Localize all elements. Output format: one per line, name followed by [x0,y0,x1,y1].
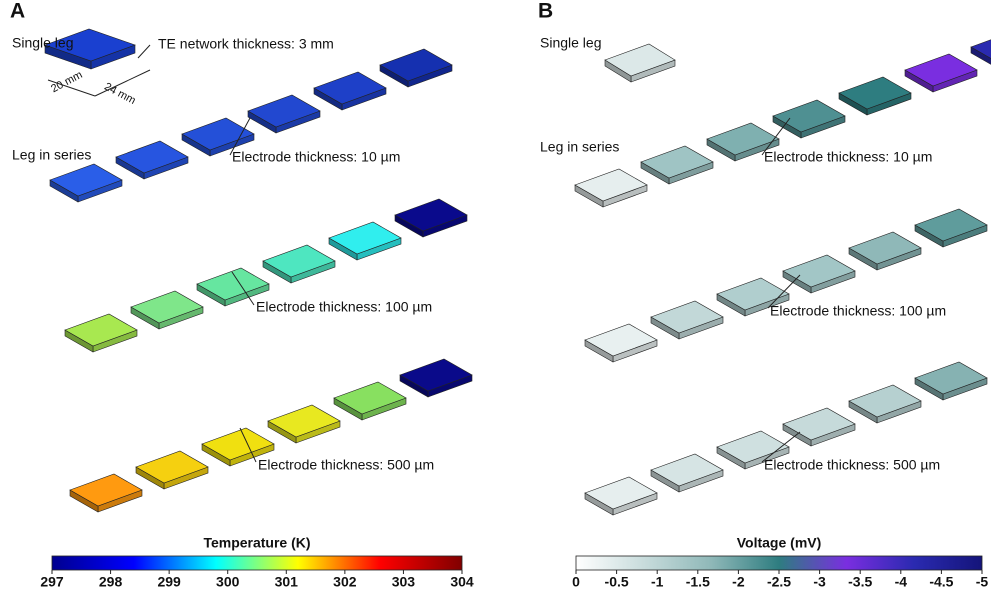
tick-label: 298 [99,574,123,590]
thickness-note: TE network thickness: 3 mm [158,36,334,52]
single-leg-label: Single leg [12,35,74,51]
tick-label: 297 [40,574,64,590]
tick-label: -1 [651,574,664,590]
colorbar-title: Voltage (mV) [737,535,822,551]
electrode-label: Electrode thickness: 500 µm [764,457,940,473]
tick-label: 301 [275,574,299,590]
tick-label: -5 [976,574,989,590]
electrode-label: Electrode thickness: 10 µm [232,149,400,165]
electrode-label: Electrode thickness: 10 µm [764,149,932,165]
colorbar-title: Temperature (K) [203,535,310,551]
single-leg-label: Single leg [540,35,602,51]
tick-label: -3 [813,574,826,590]
electrode-label: Electrode thickness: 100 µm [256,299,432,315]
tick-label: 300 [216,574,240,590]
tick-label: -2 [732,574,745,590]
tick-label: 302 [333,574,357,590]
colorbar [576,556,982,570]
tick-label: -4.5 [929,574,953,590]
tick-label: -3.5 [848,574,872,590]
electrode-label: Electrode thickness: 500 µm [258,457,434,473]
panel-letter: A [10,0,25,23]
figure: A Single leg TE network thickness: 3 mm … [0,0,991,592]
series-label: Leg in series [12,147,91,163]
colorbar [52,556,462,570]
panel-letter: B [538,0,553,23]
series-label: Leg in series [540,139,619,155]
electrode-label: Electrode thickness: 100 µm [770,303,946,319]
tick-label: -2.5 [767,574,791,590]
tick-label: 303 [392,574,416,590]
tick-label: -0.5 [605,574,629,590]
tick-label: 0 [572,574,580,590]
geometry [45,29,991,515]
tick-label: 304 [450,574,474,590]
tick-label: 299 [157,574,181,590]
tick-label: -1.5 [686,574,710,590]
tick-label: -4 [895,574,908,590]
leader-lines [48,45,800,462]
